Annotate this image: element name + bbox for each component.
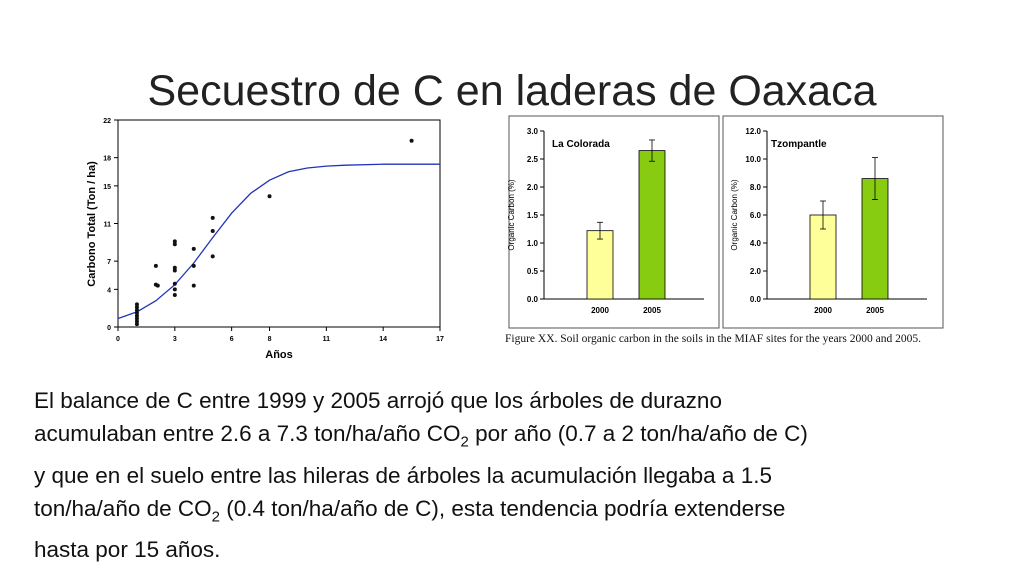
y-tick-label: 3.0 bbox=[527, 127, 539, 136]
y-tick-label: 8.0 bbox=[750, 183, 762, 192]
y-axis-label: Organic Carbon (%) bbox=[507, 179, 516, 250]
data-point bbox=[134, 316, 139, 321]
data-point bbox=[172, 287, 177, 292]
x-tick-label: 6 bbox=[230, 336, 234, 343]
category-label: 2005 bbox=[643, 306, 661, 315]
data-point bbox=[191, 263, 196, 268]
y-axis-label: Organic Carbon (%) bbox=[730, 179, 739, 250]
scatter-points bbox=[134, 138, 414, 327]
y-tick-label: 1.5 bbox=[527, 211, 539, 220]
data-point bbox=[172, 265, 177, 270]
bar bbox=[638, 150, 666, 300]
panel-la-colorada bbox=[508, 115, 720, 329]
data-point bbox=[172, 281, 177, 286]
body-line-1: El balance de C entre 1999 y 2005 arrojó… bbox=[34, 388, 722, 413]
x-tick-label: 11 bbox=[323, 336, 331, 343]
scatter-ticks: 0 3 6 8 11 14 17 0 4 7 11 15 18 22 bbox=[103, 118, 444, 343]
y-tick-label: 0.5 bbox=[527, 267, 539, 276]
category-label: 2000 bbox=[591, 306, 609, 315]
data-point bbox=[191, 246, 196, 251]
data-point bbox=[210, 254, 215, 259]
category-label: 2000 bbox=[814, 306, 832, 315]
x-axis-label: Años bbox=[265, 349, 293, 361]
data-point bbox=[191, 283, 196, 288]
co2-subscript: 2 bbox=[211, 508, 220, 525]
data-point bbox=[210, 215, 215, 220]
y-tick-label: 7 bbox=[107, 259, 111, 266]
y-tick-label: 22 bbox=[103, 118, 111, 125]
bar bbox=[586, 230, 614, 300]
chart-title: Tzompantle bbox=[771, 139, 827, 150]
body-line-2b: por año (0.7 a 2 ton/ha/año de C) bbox=[468, 421, 808, 446]
bar-chart-la-colorada: 0.0 0.5 1.0 1.5 2.0 2.5 3.0 Organic Carbon (%) L… bbox=[507, 127, 704, 315]
co2-subscript: 2 bbox=[460, 433, 469, 451]
x-tick-label: 8 bbox=[268, 336, 272, 343]
body-line-5: hasta por 15 años. bbox=[34, 537, 221, 562]
data-point bbox=[134, 310, 139, 315]
fit-curve bbox=[117, 163, 440, 320]
x-tick-label: 14 bbox=[379, 336, 387, 343]
y-tick-label: 1.0 bbox=[527, 239, 539, 248]
y-tick-label: 11 bbox=[104, 222, 112, 229]
bar-charts: 0.0 0.5 1.0 1.5 2.0 2.5 3.0 Organic Carbon (%) L… bbox=[507, 115, 944, 329]
data-point bbox=[134, 308, 139, 313]
y-tick-label: 0.0 bbox=[750, 295, 762, 304]
body-paragraph: El balance de C entre 1999 y 2005 arrojó… bbox=[34, 384, 1004, 566]
scatter-plot-frame bbox=[117, 119, 441, 328]
slide-title: Secuestro de C en laderas de Oaxaca bbox=[147, 66, 877, 115]
y-tick-label: 2.0 bbox=[527, 183, 539, 192]
data-point bbox=[134, 302, 139, 307]
body-line-4b: (0.4 ton/ha/año de C), esta tendencia po… bbox=[219, 495, 786, 521]
data-point bbox=[172, 268, 177, 273]
y-tick-label: 10.0 bbox=[745, 155, 761, 164]
data-point bbox=[267, 194, 272, 199]
data-point bbox=[155, 283, 160, 288]
data-point bbox=[172, 239, 177, 244]
chart-title: La Colorada bbox=[552, 139, 610, 150]
x-tick-label: 3 bbox=[173, 336, 177, 343]
body-line-3: y que en el suelo entre las hileras de á… bbox=[34, 462, 772, 488]
figure-caption: Figure XX. Soil organic carbon in the so… bbox=[505, 333, 921, 345]
data-point bbox=[172, 242, 177, 247]
bar-chart-tzompantle: 0.0 2.0 4.0 6.0 8.0 10.0 12.0 Organic Carbon (%… bbox=[730, 127, 927, 315]
data-point bbox=[172, 293, 177, 298]
bar bbox=[809, 214, 837, 300]
data-point bbox=[210, 229, 215, 234]
y-axis-label: Carbono Total (Ton / ha) bbox=[86, 161, 98, 287]
data-point bbox=[153, 263, 158, 268]
y-tick-label: 2.0 bbox=[750, 267, 762, 276]
data-point bbox=[134, 322, 139, 327]
category-label: 2005 bbox=[866, 306, 884, 315]
x-tick-label: 17 bbox=[436, 336, 444, 343]
y-tick-label: 2.5 bbox=[527, 155, 539, 164]
y-tick-label: 4.0 bbox=[750, 239, 762, 248]
scatter-chart: 0 3 6 8 11 14 17 0 4 7 11 15 18 22 Años Carbono Total… bbox=[86, 118, 444, 361]
data-point bbox=[134, 319, 139, 324]
y-tick-label: 6.0 bbox=[750, 211, 762, 220]
data-point bbox=[134, 313, 139, 318]
data-point bbox=[409, 138, 414, 143]
y-tick-label: 12.0 bbox=[745, 127, 761, 136]
fit-curve-line bbox=[117, 163, 440, 320]
x-tick-label: 0 bbox=[116, 336, 120, 343]
y-tick-label: 0 bbox=[107, 325, 111, 332]
data-point bbox=[134, 305, 139, 310]
y-tick-label: 18 bbox=[103, 156, 111, 163]
y-tick-label: 4 bbox=[107, 287, 111, 294]
body-line-4a: ton/ha/año de CO bbox=[34, 495, 212, 521]
y-tick-label: 15 bbox=[103, 184, 111, 191]
body-line-2a: acumulaban entre 2.6 a 7.3 ton/ha/año CO bbox=[34, 421, 461, 446]
y-tick-label: 0.0 bbox=[527, 295, 539, 304]
